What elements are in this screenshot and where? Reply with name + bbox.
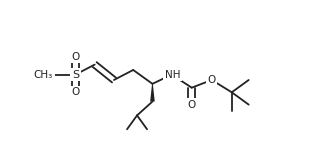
Text: O: O (71, 52, 80, 62)
Text: O: O (188, 100, 196, 110)
Text: CH₃: CH₃ (34, 70, 53, 80)
Text: S: S (72, 70, 79, 80)
Text: O: O (71, 87, 80, 97)
Text: NH: NH (165, 70, 180, 80)
Polygon shape (150, 84, 155, 102)
Text: O: O (208, 75, 216, 85)
